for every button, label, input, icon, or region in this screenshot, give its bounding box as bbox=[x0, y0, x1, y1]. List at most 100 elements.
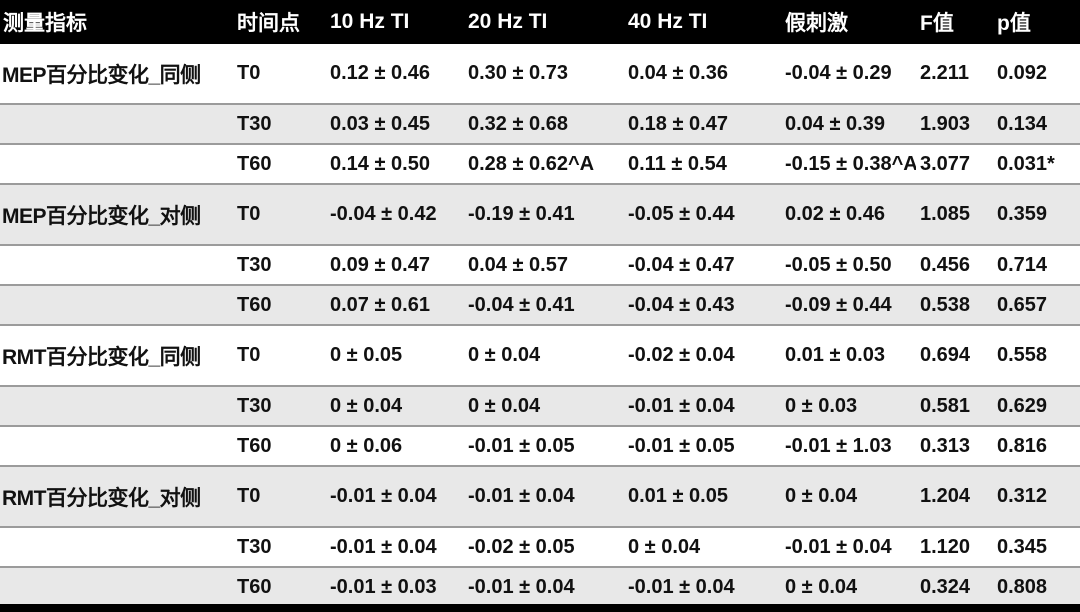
measure-cell bbox=[0, 566, 233, 606]
value-40hz: -0.01 ± 0.04 bbox=[624, 385, 781, 426]
table-row: T30 0 ± 0.04 0 ± 0.04 -0.01 ± 0.04 0 ± 0.03 0… bbox=[0, 385, 1080, 426]
value-40hz: -0.04 ± 0.47 bbox=[624, 244, 781, 285]
value-20hz: -0.19 ± 0.41 bbox=[464, 183, 624, 245]
measure-cell bbox=[0, 526, 233, 567]
timepoint-cell: T60 bbox=[233, 143, 326, 184]
header-row: 测量指标 时间点 10 Hz TI 20 Hz TI 40 Hz TI 假刺激 … bbox=[0, 0, 1080, 44]
value-20hz: -0.01 ± 0.05 bbox=[464, 425, 624, 466]
f-value-cell: 2.211 bbox=[916, 44, 993, 104]
p-value-cell: 0.657 bbox=[993, 284, 1080, 325]
p-value-cell: 0.714 bbox=[993, 244, 1080, 285]
value-20hz: 0.04 ± 0.57 bbox=[464, 244, 624, 285]
f-value-cell: 0.456 bbox=[916, 244, 993, 285]
table-row: T30 0.09 ± 0.47 0.04 ± 0.57 -0.04 ± 0.47 -0.… bbox=[0, 244, 1080, 285]
f-value-cell: 1.120 bbox=[916, 526, 993, 567]
header-sham: 假刺激 bbox=[781, 0, 916, 44]
value-20hz: 0.32 ± 0.68 bbox=[464, 103, 624, 144]
f-value-cell: 1.204 bbox=[916, 465, 993, 527]
value-10hz: 0.12 ± 0.46 bbox=[326, 44, 464, 104]
p-value-cell: 0.558 bbox=[993, 324, 1080, 386]
table-bottom-border bbox=[0, 604, 1080, 612]
header-timepoint: 时间点 bbox=[233, 0, 326, 44]
value-40hz: 0.04 ± 0.36 bbox=[624, 44, 781, 104]
value-10hz: 0.14 ± 0.50 bbox=[326, 143, 464, 184]
p-value-cell: 0.092 bbox=[993, 44, 1080, 104]
table-row: T30 0.03 ± 0.45 0.32 ± 0.68 0.18 ± 0.47 0.04… bbox=[0, 103, 1080, 144]
value-20hz: 0 ± 0.04 bbox=[464, 324, 624, 386]
p-value-cell: 0.312 bbox=[993, 465, 1080, 527]
timepoint-cell: T30 bbox=[233, 103, 326, 144]
value-10hz: 0.07 ± 0.61 bbox=[326, 284, 464, 325]
timepoint-cell: T60 bbox=[233, 566, 326, 606]
f-value-cell: 0.581 bbox=[916, 385, 993, 426]
value-20hz: -0.04 ± 0.41 bbox=[464, 284, 624, 325]
timepoint-cell: T0 bbox=[233, 44, 326, 104]
p-value-cell: 0.134 bbox=[993, 103, 1080, 144]
table-row: RMT百分比变化_同侧 T0 0 ± 0.05 0 ± 0.04 -0.02 ± 0.0… bbox=[0, 324, 1080, 386]
timepoint-cell: T0 bbox=[233, 465, 326, 527]
value-10hz: 0 ± 0.04 bbox=[326, 385, 464, 426]
measure-cell: MEP百分比变化_同侧 bbox=[0, 44, 233, 104]
p-value-cell: 0.031* bbox=[993, 143, 1080, 184]
measure-cell bbox=[0, 244, 233, 285]
header-f-value: F值 bbox=[916, 0, 993, 44]
timepoint-cell: T30 bbox=[233, 526, 326, 567]
p-value-cell: 0.808 bbox=[993, 566, 1080, 606]
header-20hz: 20 Hz TI bbox=[464, 0, 624, 44]
measure-cell bbox=[0, 385, 233, 426]
table-body: MEP百分比变化_同侧 T0 0.12 ± 0.46 0.30 ± 0.73 0.04 … bbox=[0, 44, 1080, 606]
value-10hz: -0.01 ± 0.04 bbox=[326, 526, 464, 567]
measure-cell bbox=[0, 103, 233, 144]
table-header: 测量指标 时间点 10 Hz TI 20 Hz TI 40 Hz TI 假刺激 … bbox=[0, 0, 1080, 44]
table-row: RMT百分比变化_对侧 T0 -0.01 ± 0.04 -0.01 ± 0.04 0.0… bbox=[0, 465, 1080, 527]
timepoint-cell: T0 bbox=[233, 183, 326, 245]
p-value-cell: 0.359 bbox=[993, 183, 1080, 245]
measure-cell bbox=[0, 143, 233, 184]
timepoint-cell: T0 bbox=[233, 324, 326, 386]
value-40hz: 0.01 ± 0.05 bbox=[624, 465, 781, 527]
value-10hz: -0.04 ± 0.42 bbox=[326, 183, 464, 245]
value-sham: -0.15 ± 0.38^A bbox=[781, 143, 916, 184]
measure-cell: RMT百分比变化_同侧 bbox=[0, 324, 233, 386]
timepoint-cell: T60 bbox=[233, 425, 326, 466]
header-measure: 测量指标 bbox=[0, 0, 233, 44]
value-10hz: 0.09 ± 0.47 bbox=[326, 244, 464, 285]
value-sham: -0.04 ± 0.29 bbox=[781, 44, 916, 104]
value-sham: 0 ± 0.03 bbox=[781, 385, 916, 426]
measure-cell bbox=[0, 284, 233, 325]
value-40hz: -0.04 ± 0.43 bbox=[624, 284, 781, 325]
table-row: T30 -0.01 ± 0.04 -0.02 ± 0.05 0 ± 0.04 -0.01… bbox=[0, 526, 1080, 567]
f-value-cell: 0.324 bbox=[916, 566, 993, 606]
value-40hz: -0.02 ± 0.04 bbox=[624, 324, 781, 386]
p-value-cell: 0.629 bbox=[993, 385, 1080, 426]
f-value-cell: 1.085 bbox=[916, 183, 993, 245]
table-row: T60 0.07 ± 0.61 -0.04 ± 0.41 -0.04 ± 0.43 -0… bbox=[0, 284, 1080, 325]
value-sham: -0.09 ± 0.44 bbox=[781, 284, 916, 325]
value-40hz: -0.01 ± 0.05 bbox=[624, 425, 781, 466]
value-10hz: 0.03 ± 0.45 bbox=[326, 103, 464, 144]
value-10hz: -0.01 ± 0.04 bbox=[326, 465, 464, 527]
timepoint-cell: T30 bbox=[233, 244, 326, 285]
p-value-cell: 0.816 bbox=[993, 425, 1080, 466]
table-row: MEP百分比变化_同侧 T0 0.12 ± 0.46 0.30 ± 0.73 0.04 … bbox=[0, 44, 1080, 104]
f-value-cell: 3.077 bbox=[916, 143, 993, 184]
timepoint-cell: T60 bbox=[233, 284, 326, 325]
header-40hz: 40 Hz TI bbox=[624, 0, 781, 44]
value-sham: -0.01 ± 0.04 bbox=[781, 526, 916, 567]
header-10hz: 10 Hz TI bbox=[326, 0, 464, 44]
value-20hz: -0.02 ± 0.05 bbox=[464, 526, 624, 567]
value-20hz: -0.01 ± 0.04 bbox=[464, 465, 624, 527]
header-p-value: p值 bbox=[993, 0, 1080, 44]
value-10hz: 0 ± 0.05 bbox=[326, 324, 464, 386]
f-value-cell: 0.694 bbox=[916, 324, 993, 386]
value-sham: 0.02 ± 0.46 bbox=[781, 183, 916, 245]
table-row: MEP百分比变化_对侧 T0 -0.04 ± 0.42 -0.19 ± 0.41 -0.… bbox=[0, 183, 1080, 245]
table-row: T60 0.14 ± 0.50 0.28 ± 0.62^A 0.11 ± 0.54 -0… bbox=[0, 143, 1080, 184]
value-20hz: 0.30 ± 0.73 bbox=[464, 44, 624, 104]
value-40hz: 0.18 ± 0.47 bbox=[624, 103, 781, 144]
value-sham: -0.05 ± 0.50 bbox=[781, 244, 916, 285]
f-value-cell: 1.903 bbox=[916, 103, 993, 144]
value-40hz: 0 ± 0.04 bbox=[624, 526, 781, 567]
value-sham: 0.01 ± 0.03 bbox=[781, 324, 916, 386]
